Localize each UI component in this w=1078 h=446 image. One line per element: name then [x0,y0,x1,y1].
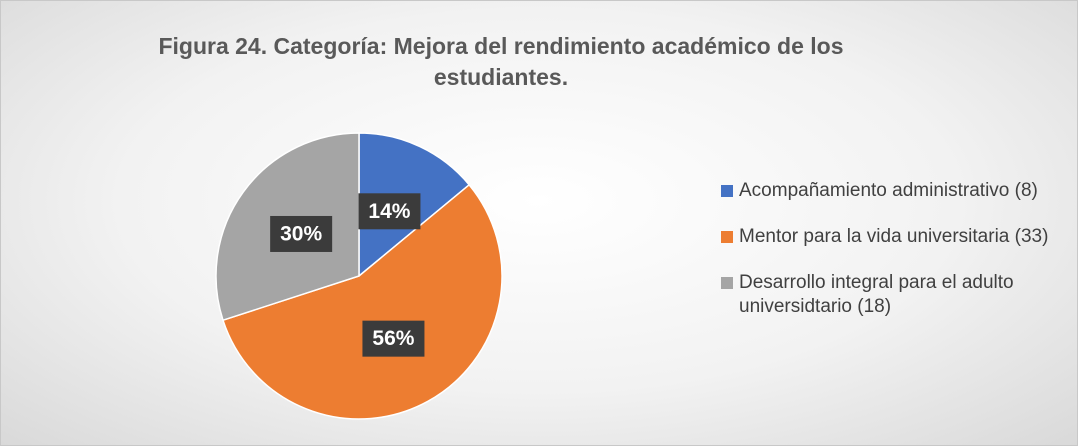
legend: Acompañamiento administrativo (8) Mentor … [721,179,1066,341]
legend-label: Mentor para la vida universitaria (33) [739,226,1049,247]
legend-item: Desarrollo integral para el adulto unive… [721,271,1066,319]
legend-item: Mentor para la vida universitaria (33) [721,225,1066,249]
legend-swatch [721,231,733,243]
legend-swatch [721,185,733,197]
data-label: 30% [280,223,322,246]
legend-label: Acompañamiento administrativo (8) [739,180,1038,201]
chart-title: Figura 24. Categoría: Mejora del rendimi… [158,33,844,90]
legend-label: Desarrollo integral para el adulto unive… [739,272,1014,317]
legend-swatch [721,277,733,289]
legend-item: Acompañamiento administrativo (8) [721,179,1066,203]
data-label-box [362,320,425,357]
data-label: 56% [372,327,414,350]
data-label-box [358,193,421,230]
data-label-box [270,215,333,252]
pie-slice [222,183,503,420]
data-label: 14% [368,200,410,223]
